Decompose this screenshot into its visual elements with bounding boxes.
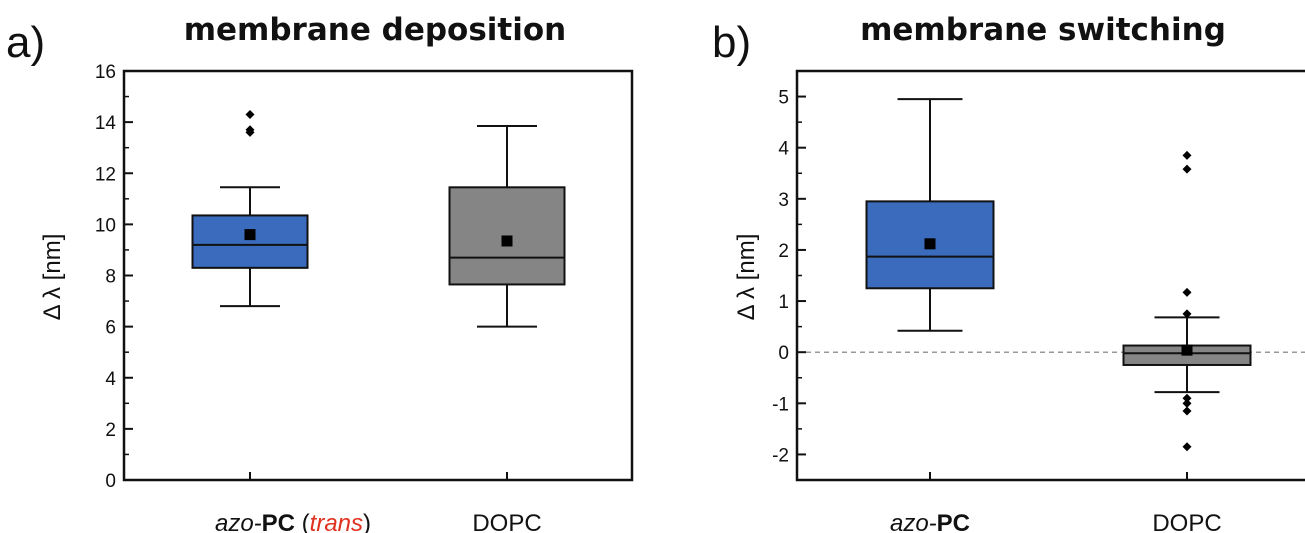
panel-b-plot: -2 -1 0 1 2 3 4 5 [772,69,1305,482]
panel-b-y-tick-label: 4 [778,139,789,160]
panel-b-y-tick-label: 3 [778,190,789,211]
panel-a-category-dopc: DOPC [472,510,541,533]
panel-b-y-axis-label: Δ λ [nm] [733,234,760,321]
mean-marker [244,229,256,241]
iqr-box [191,214,309,269]
panel-a-box-0 [191,109,309,308]
panel-b-category-bold: PC [937,510,970,533]
panel-b-category-azo-pc: azo-PC [890,510,970,533]
outlier-point [245,109,255,119]
panel-b-y-tick-label: 2 [778,241,789,262]
panel-b-y-tick-label: -2 [772,445,789,466]
panel-b-box-0 [865,98,995,332]
panel-a-category-azo-pc-trans: azo-PC (trans) [215,510,371,533]
panel-a-y-tick-label: 16 [95,62,116,83]
panel-a-y-tick-label: 12 [95,164,116,185]
panel-b-category-dopc: DOPC [1152,510,1221,533]
outlier-point [1182,398,1192,408]
panel-a-y-axis-label: Δ λ [nm] [39,234,66,321]
panel-b-y-tick-label: 1 [778,292,789,313]
panel-a-y-tick-label: 0 [105,471,116,492]
panel-a-y-tick-label: 2 [105,420,116,441]
panel-a-letter: a) [6,18,45,67]
panel-a-y-tick-label: 8 [105,267,116,288]
panel-a-y-tick-label: 4 [105,369,116,390]
outlier-point [1182,309,1192,319]
outlier-point [1182,406,1192,416]
outlier-point [245,125,255,135]
panel-a-category-paren-close: ) [363,510,371,533]
outlier-point [1182,164,1192,174]
panel-a-plot: 0 2 4 6 8 10 12 14 16 [95,62,634,492]
outlier-point [1182,442,1192,452]
panel-a-category-bold: PC [262,510,295,533]
panel-a-y-tick-label: 10 [95,215,116,236]
panel-a-title: membrane deposition [184,12,567,48]
mean-marker [501,235,513,247]
panel-b-y-tick-label: -1 [772,394,789,415]
outlier-point [1182,393,1192,403]
panel-a-y-tick-label: 6 [105,318,116,339]
panel-b-y-tick-label: 5 [778,88,789,109]
panel-b-title: membrane switching [860,12,1226,48]
panel-a-plot-frame [122,69,634,482]
outlier-point [1182,287,1192,297]
mean-marker [1181,344,1193,356]
panel-b-box-1 [1122,150,1252,452]
panel-a-category-trans: trans [310,510,363,533]
panel-a-box-1 [448,124,566,328]
panel-b-y-tick-label: 0 [778,343,789,364]
panel-b-letter: b) [712,18,751,67]
panel-b-category-prefix: azo- [890,510,937,533]
panel-a-category-paren-open: ( [295,510,310,533]
panel-a-category-prefix: azo- [215,510,262,533]
mean-marker [924,238,936,250]
panel-b-plot-frame [795,69,1305,482]
panel-a-y-tick-label: 14 [95,113,117,134]
outlier-point [1182,150,1192,160]
